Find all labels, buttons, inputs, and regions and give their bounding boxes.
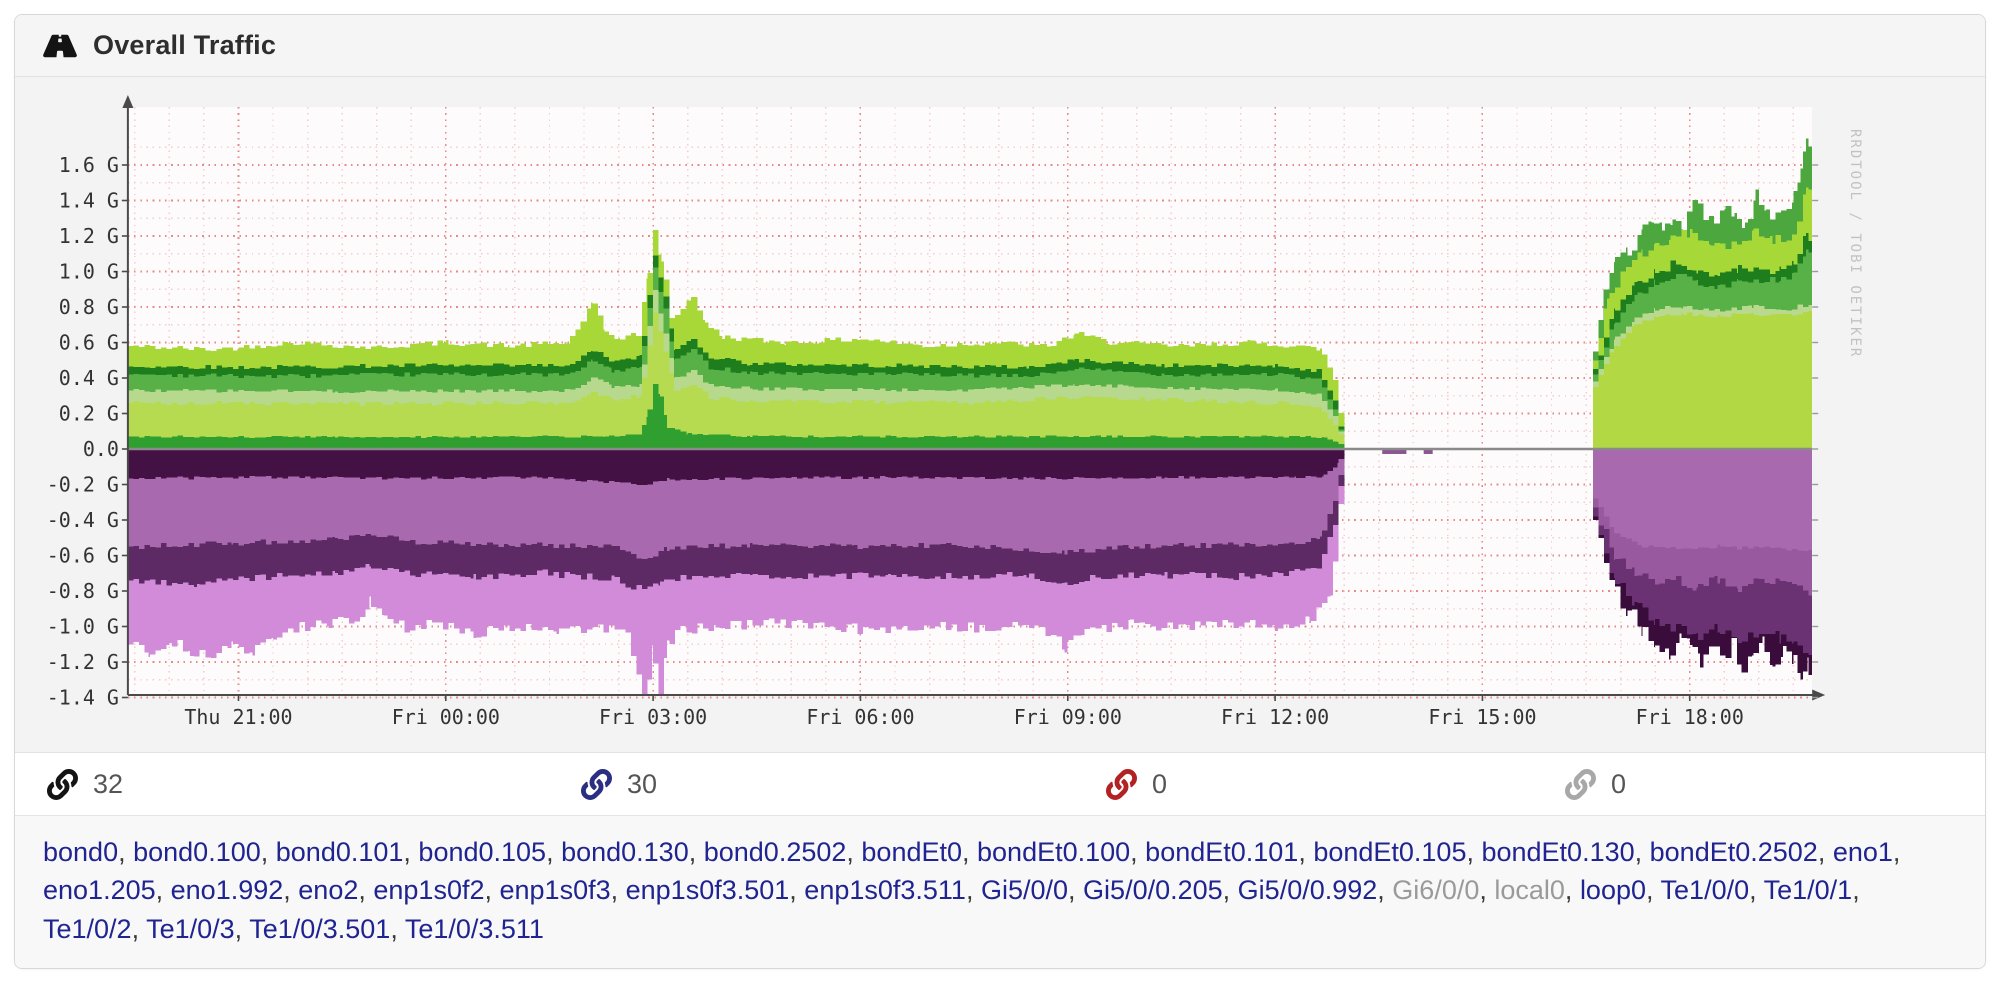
port-stat-4[interactable]: 0 [1565,753,1626,815]
port-link[interactable]: Te1/0/2 [43,913,132,944]
left-outbound [127,449,1345,695]
port-link[interactable]: bondEt0.105 [1313,837,1467,867]
svg-text:-0.2 G: -0.2 G [47,473,119,497]
port-link[interactable]: bond0.100 [133,837,261,867]
svg-text:1.2 G: 1.2 G [59,224,119,248]
svg-text:-1.2 G: -1.2 G [47,650,119,674]
right-inbound [1592,138,1813,449]
port-link[interactable]: bondEt0.2502 [1649,837,1818,867]
port-link[interactable]: Te1/0/3.501 [249,913,391,944]
svg-text:1.4 G: 1.4 G [59,189,119,213]
svg-text:Fri 00:00: Fri 00:00 [392,705,500,729]
rrdtool-watermark: RRDTOOL / TOBI OETIKER [1847,129,1863,358]
card-header: Overall Traffic [15,15,1985,77]
port-link[interactable]: bond0 [43,837,119,867]
port-count: 32 [93,768,124,799]
port-link[interactable]: Gi5/0/0.205 [1083,875,1223,906]
rrd-graph-svg[interactable]: 1.6 G 1.4 G 1.2 G 1.0 G 0.8 G 0.6 G 0.4 G 0.2 G… [15,77,1985,752]
port-link[interactable]: eno1 [1832,837,1893,867]
link-icon [581,768,612,800]
port-link[interactable]: bondEt0.101 [1145,837,1299,867]
axes [121,95,1826,701]
road-icon [43,31,77,61]
port-count: 0 [1611,768,1627,799]
link-icon [47,768,78,800]
port-stats-row: 32 30 0 0 [15,753,1985,816]
svg-text:0.4 G: 0.4 G [59,366,119,390]
port-link[interactable]: enp1s0f3.501 [625,875,790,906]
svg-text:Fri 12:00: Fri 12:00 [1221,705,1329,729]
port-link[interactable]: bond0.130 [561,837,689,867]
port-link[interactable]: local0 [1494,875,1565,906]
page-title: Overall Traffic [93,30,277,60]
svg-text:-1.4 G: -1.4 G [47,686,119,710]
link-icon [1106,768,1137,800]
svg-text:Fri 15:00: Fri 15:00 [1428,705,1536,729]
port-link[interactable]: Gi5/0/0.992 [1237,875,1378,906]
svg-text:0.2 G: 0.2 G [59,402,119,426]
svg-text:1.0 G: 1.0 G [59,260,119,284]
left-inbound [127,229,1345,449]
svg-text:-0.6 G: -0.6 G [47,544,119,568]
svg-text:1.6 G: 1.6 G [59,153,119,177]
port-link[interactable]: Gi6/0/0 [1392,875,1480,906]
port-count: 0 [1152,768,1168,799]
svg-text:-1.0 G: -1.0 G [47,615,119,639]
port-link[interactable]: eno2 [298,875,359,906]
port-link[interactable]: loop0 [1579,875,1647,906]
port-link[interactable]: eno1.205 [43,875,156,906]
port-stat-2[interactable]: 30 [581,753,657,815]
gap-mark [1382,449,1407,454]
svg-text:Fri 09:00: Fri 09:00 [1014,705,1122,729]
overall-traffic-card: Overall Traffic 1.6 G 1.4 G 1.2 G 1.0 G 0.8 … [14,14,1986,969]
port-link[interactable]: Gi5/0/0 [980,875,1069,906]
svg-text:-0.4 G: -0.4 G [47,508,119,532]
svg-text:Fri 03:00: Fri 03:00 [599,705,707,729]
ports-list: bond0, bond0.100, bond0.101, bond0.105, … [15,816,1985,968]
port-link[interactable]: Te1/0/1 [1763,875,1853,906]
svg-text:Fri 18:00: Fri 18:00 [1636,705,1744,729]
port-link[interactable]: bondEt0.100 [977,837,1131,867]
port-link[interactable]: bondEt0 [861,837,962,867]
port-stat-1[interactable]: 32 [47,753,123,815]
gap-mark [1423,449,1433,454]
traffic-areas [127,138,1813,695]
svg-text:-0.8 G: -0.8 G [47,579,119,603]
svg-text:Thu 21:00: Thu 21:00 [184,705,292,729]
port-link[interactable]: enp1s0f3.511 [804,875,966,906]
port-link[interactable]: Te1/0/3 [146,913,235,944]
port-link[interactable]: Te1/0/0 [1660,875,1750,906]
port-link[interactable]: Te1/0/3.511 [404,913,544,944]
axis-labels: 1.6 G 1.4 G 1.2 G 1.0 G 0.8 G 0.6 G 0.4 G 0.2 G… [47,153,1744,729]
port-link[interactable]: enp1s0f3 [499,875,611,906]
port-link[interactable]: bond0.2502 [703,837,847,867]
port-link[interactable]: bondEt0.130 [1481,837,1635,867]
port-count: 30 [627,768,658,799]
port-link[interactable]: bond0.101 [275,837,404,867]
traffic-graph[interactable]: 1.6 G 1.4 G 1.2 G 1.0 G 0.8 G 0.6 G 0.4 G 0.2 G… [15,77,1985,753]
port-stat-3[interactable]: 0 [1106,753,1167,815]
port-link[interactable]: eno1.992 [170,875,284,906]
port-link[interactable]: bond0.105 [418,837,547,867]
port-link[interactable]: enp1s0f2 [373,875,485,906]
svg-text:0.0: 0.0 [83,437,119,461]
link-icon [1565,768,1596,800]
svg-text:0.6 G: 0.6 G [59,331,119,355]
svg-text:0.8 G: 0.8 G [59,295,119,319]
right-outbound [1592,449,1813,689]
svg-text:Fri 06:00: Fri 06:00 [806,705,914,729]
